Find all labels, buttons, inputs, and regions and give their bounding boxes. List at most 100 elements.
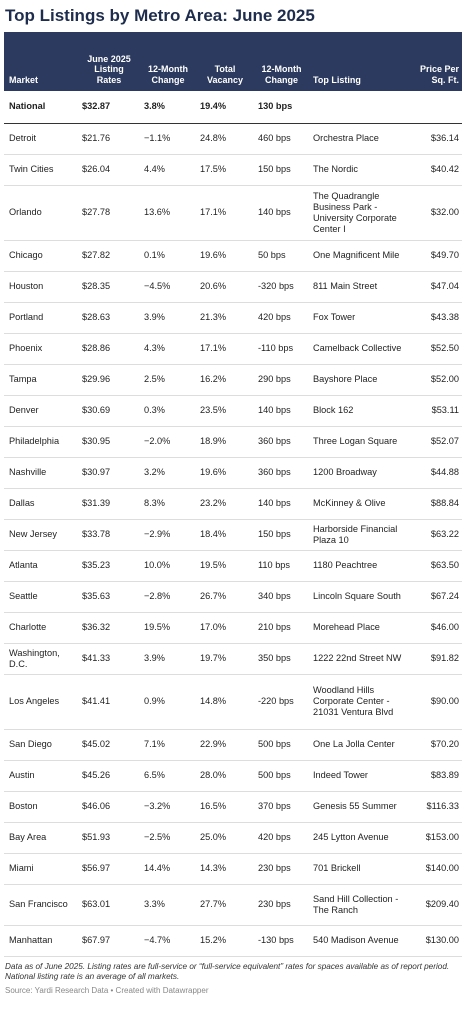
cell-vacancy-change: 290 bps bbox=[253, 364, 308, 396]
cell-top-listing: Harborside Financial Plaza 10 bbox=[308, 519, 406, 551]
cell-vacancy: 22.9% bbox=[195, 729, 253, 761]
cell-price: $47.04 bbox=[406, 271, 462, 303]
cell-price: $53.11 bbox=[406, 395, 462, 427]
cell-market: San Francisco bbox=[4, 884, 77, 926]
table-row: Detroit $21.76 −1.1% 24.8% 460 bps Orchestra … bbox=[4, 123, 462, 155]
table-row: New Jersey $33.78 −2.9% 18.4% 150 bps Harbors… bbox=[4, 519, 462, 551]
cell-price: $52.00 bbox=[406, 364, 462, 396]
table-row: Charlotte $36.32 19.5% 17.0% 210 bps Morehead… bbox=[4, 612, 462, 644]
cell-rate-change: −2.8% bbox=[139, 581, 195, 613]
cell-top-listing: Sand Hill Collection - The Ranch bbox=[308, 884, 406, 926]
table-row: Los Angeles $41.41 0.9% 14.8% -220 bps Woodla… bbox=[4, 674, 462, 730]
cell-price: $46.00 bbox=[406, 612, 462, 644]
cell-market: Twin Cities bbox=[4, 154, 77, 186]
cell-vacancy: 17.1% bbox=[195, 185, 253, 241]
table-row: Bay Area $51.93 −2.5% 25.0% 420 bps 245 Lytto… bbox=[4, 822, 462, 854]
cell-top-listing: 1222 22nd Street NW bbox=[308, 643, 406, 675]
table-row: Atlanta $35.23 10.0% 19.5% 110 bps 1180 Peach… bbox=[4, 550, 462, 582]
cell-vacancy: 15.2% bbox=[195, 925, 253, 957]
cell-market: Austin bbox=[4, 760, 77, 792]
cell-vacancy-change: 420 bps bbox=[253, 302, 308, 334]
cell-price: $43.38 bbox=[406, 302, 462, 334]
cell-top-listing bbox=[308, 91, 406, 124]
cell-vacancy: 17.0% bbox=[195, 612, 253, 644]
cell-vacancy: 28.0% bbox=[195, 760, 253, 792]
cell-rate-change: 13.6% bbox=[139, 185, 195, 241]
table-row: Washington, D.C. $41.33 3.9% 19.7% 350 bps 12… bbox=[4, 643, 462, 675]
table-row: Orlando $27.78 13.6% 17.1% 140 bps The Quadra… bbox=[4, 185, 462, 241]
cell-vacancy: 24.8% bbox=[195, 123, 253, 155]
cell-price: $91.82 bbox=[406, 643, 462, 675]
cell-price: $88.84 bbox=[406, 488, 462, 520]
cell-rate-change: 4.3% bbox=[139, 333, 195, 365]
cell-rate: $27.78 bbox=[77, 185, 139, 241]
cell-vacancy: 19.7% bbox=[195, 643, 253, 675]
cell-vacancy-change: 140 bps bbox=[253, 185, 308, 241]
header-listing-rates: June 2025 Listing Rates bbox=[87, 53, 131, 85]
cell-market: Tampa bbox=[4, 364, 77, 396]
cell-vacancy-change: 500 bps bbox=[253, 760, 308, 792]
cell-rate-change: −3.2% bbox=[139, 791, 195, 823]
cell-vacancy: 14.3% bbox=[195, 853, 253, 885]
cell-vacancy-change: -220 bps bbox=[253, 674, 308, 730]
cell-price: $52.07 bbox=[406, 426, 462, 458]
cell-vacancy: 20.6% bbox=[195, 271, 253, 303]
cell-rate-change: 3.9% bbox=[139, 302, 195, 334]
cell-price bbox=[406, 91, 462, 124]
header-vacancy-change: 12-Month Change bbox=[261, 64, 302, 85]
cell-vacancy: 19.6% bbox=[195, 240, 253, 272]
cell-market: Miami bbox=[4, 853, 77, 885]
table-row: Miami $56.97 14.4% 14.3% 230 bps 701 Brickell… bbox=[4, 853, 462, 885]
cell-price: $63.22 bbox=[406, 519, 462, 551]
table-row: Houston $28.35 −4.5% 20.6% -320 bps 811 Main … bbox=[4, 271, 462, 303]
cell-rate: $35.63 bbox=[77, 581, 139, 613]
cell-rate-change: 19.5% bbox=[139, 612, 195, 644]
cell-vacancy-change: 210 bps bbox=[253, 612, 308, 644]
cell-rate: $56.97 bbox=[77, 853, 139, 885]
table-row: Phoenix $28.86 4.3% 17.1% -110 bps Camelback … bbox=[4, 333, 462, 365]
cell-rate-change: 8.3% bbox=[139, 488, 195, 520]
table-header: Market June 2025 Listing Rates 12-Month … bbox=[4, 32, 462, 91]
cell-vacancy: 21.3% bbox=[195, 302, 253, 334]
cell-rate: $28.86 bbox=[77, 333, 139, 365]
cell-rate-change: 10.0% bbox=[139, 550, 195, 582]
cell-market: Houston bbox=[4, 271, 77, 303]
cell-rate: $33.78 bbox=[77, 519, 139, 551]
cell-vacancy: 23.2% bbox=[195, 488, 253, 520]
cell-rate: $32.87 bbox=[77, 91, 139, 124]
table-row: Nashville $30.97 3.2% 19.6% 360 bps 1200 Broa… bbox=[4, 457, 462, 489]
footnote: Data as of June 2025. Listing rates are … bbox=[5, 961, 450, 981]
cell-vacancy: 19.4% bbox=[195, 91, 253, 124]
cell-vacancy: 16.2% bbox=[195, 364, 253, 396]
cell-price: $49.70 bbox=[406, 240, 462, 272]
cell-price: $44.88 bbox=[406, 457, 462, 489]
cell-rate: $27.82 bbox=[77, 240, 139, 272]
national-row: National $32.87 3.8% 19.4% 130 bps bbox=[4, 91, 462, 124]
cell-market: Dallas bbox=[4, 488, 77, 520]
cell-vacancy: 18.9% bbox=[195, 426, 253, 458]
cell-rate-change: 14.4% bbox=[139, 853, 195, 885]
cell-market: Portland bbox=[4, 302, 77, 334]
cell-vacancy: 27.7% bbox=[195, 884, 253, 926]
cell-rate: $29.96 bbox=[77, 364, 139, 396]
table-row: Denver $30.69 0.3% 23.5% 140 bps Block 162 $53… bbox=[4, 395, 462, 427]
cell-price: $90.00 bbox=[406, 674, 462, 730]
table-row: Manhattan $67.97 −4.7% 15.2% -130 bps 540 Mad… bbox=[4, 925, 462, 957]
cell-top-listing: Orchestra Place bbox=[308, 123, 406, 155]
cell-vacancy: 25.0% bbox=[195, 822, 253, 854]
cell-top-listing: Genesis 55 Summer bbox=[308, 791, 406, 823]
cell-price: $67.24 bbox=[406, 581, 462, 613]
cell-vacancy-change: 150 bps bbox=[253, 154, 308, 186]
cell-price: $140.00 bbox=[406, 853, 462, 885]
cell-rate-change: 3.2% bbox=[139, 457, 195, 489]
cell-rate: $36.32 bbox=[77, 612, 139, 644]
cell-market: Orlando bbox=[4, 185, 77, 241]
cell-rate-change: 4.4% bbox=[139, 154, 195, 186]
cell-vacancy-change: 130 bps bbox=[253, 91, 308, 124]
header-market: Market bbox=[9, 74, 39, 85]
cell-price: $130.00 bbox=[406, 925, 462, 957]
cell-vacancy: 26.7% bbox=[195, 581, 253, 613]
cell-rate-change: 0.3% bbox=[139, 395, 195, 427]
cell-vacancy-change: 230 bps bbox=[253, 884, 308, 926]
cell-rate: $31.39 bbox=[77, 488, 139, 520]
